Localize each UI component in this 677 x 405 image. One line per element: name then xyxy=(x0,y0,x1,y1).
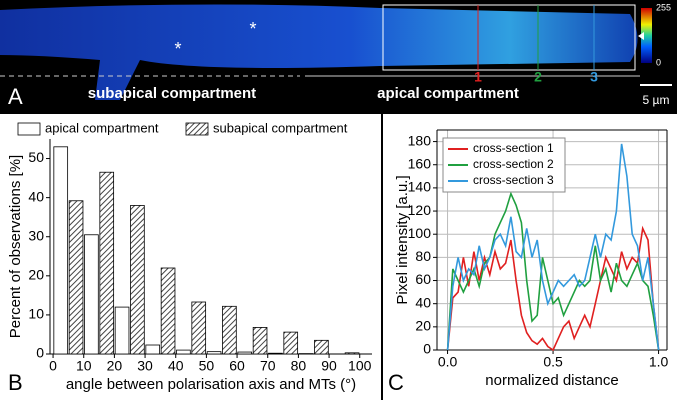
bar xyxy=(161,268,175,354)
marker: * xyxy=(249,19,256,39)
section-label: 3 xyxy=(590,69,598,85)
bar xyxy=(223,306,237,354)
y-tick-label: 20 xyxy=(28,267,44,283)
bar xyxy=(207,352,221,354)
y-tick-label: 140 xyxy=(408,179,432,195)
x-tick-label: 50 xyxy=(199,358,215,374)
x-tick-label: 1.0 xyxy=(649,354,669,370)
legend-label: cross-section 2 xyxy=(473,157,554,171)
x-tick-label: 0.5 xyxy=(543,354,563,370)
x-axis-label: angle between polarisation axis and MTs … xyxy=(66,376,356,393)
legend-label: apical compartment xyxy=(45,120,159,135)
panel-label: B xyxy=(8,370,23,395)
bar xyxy=(100,172,114,354)
bar xyxy=(177,350,191,354)
x-tick-label: 0.0 xyxy=(438,354,458,370)
section-label: 2 xyxy=(534,69,542,85)
x-tick-label: 10 xyxy=(76,358,92,374)
bar xyxy=(315,340,329,354)
bar xyxy=(69,201,83,354)
section-label: 1 xyxy=(474,69,482,85)
bar xyxy=(238,352,252,354)
y-tick-label: 20 xyxy=(415,318,431,334)
x-axis-label: normalized distance xyxy=(485,372,618,389)
legend-label: subapical compartment xyxy=(213,120,348,135)
bar xyxy=(269,353,283,354)
y-tick-label: 100 xyxy=(408,225,432,241)
bar xyxy=(284,332,298,354)
y-tick-label: 120 xyxy=(408,202,432,218)
y-axis-label: Pixel intensity [a.u.] xyxy=(394,175,411,304)
bar xyxy=(54,147,68,354)
x-tick-label: 90 xyxy=(321,358,337,374)
legend-label: cross-section 1 xyxy=(473,141,554,155)
bar xyxy=(146,345,160,354)
x-tick-label: 70 xyxy=(260,358,276,374)
bar xyxy=(345,353,359,354)
x-tick-label: 40 xyxy=(168,358,184,374)
bar xyxy=(85,235,99,354)
x-tick-label: 0 xyxy=(49,358,57,374)
panel-label: C xyxy=(388,370,404,395)
bar xyxy=(253,327,267,354)
region-label: apical compartment xyxy=(377,85,519,102)
panel-label: A xyxy=(8,84,23,109)
scale-label: 5 µm xyxy=(643,93,670,107)
y-tick-label: 0 xyxy=(36,345,44,361)
y-tick-label: 40 xyxy=(28,188,44,204)
y-tick-label: 50 xyxy=(28,149,44,165)
y-tick-label: 180 xyxy=(408,132,432,148)
colorbar-label: 0 xyxy=(656,57,661,67)
y-tick-label: 0 xyxy=(423,341,431,357)
bar xyxy=(131,205,145,354)
bar xyxy=(192,302,206,354)
region-label: subapical compartment xyxy=(88,85,256,102)
x-tick-label: 60 xyxy=(229,358,245,374)
y-tick-label: 30 xyxy=(28,227,44,243)
bar xyxy=(115,307,129,354)
x-tick-label: 20 xyxy=(107,358,123,374)
x-tick-label: 30 xyxy=(137,358,153,374)
y-tick-label: 10 xyxy=(28,306,44,322)
colorbar-label: 255 xyxy=(656,2,671,12)
legend-swatch xyxy=(18,123,40,135)
y-tick-label: 60 xyxy=(415,271,431,287)
legend-label: cross-section 3 xyxy=(473,173,554,187)
y-tick-label: 40 xyxy=(415,294,431,310)
y-axis-label: Percent of observations [%] xyxy=(7,155,24,338)
x-tick-label: 100 xyxy=(348,358,372,374)
legend-swatch xyxy=(186,123,208,135)
y-tick-label: 80 xyxy=(415,248,431,264)
marker: * xyxy=(174,39,181,59)
x-tick-label: 80 xyxy=(291,358,307,374)
y-tick-label: 160 xyxy=(408,155,432,171)
